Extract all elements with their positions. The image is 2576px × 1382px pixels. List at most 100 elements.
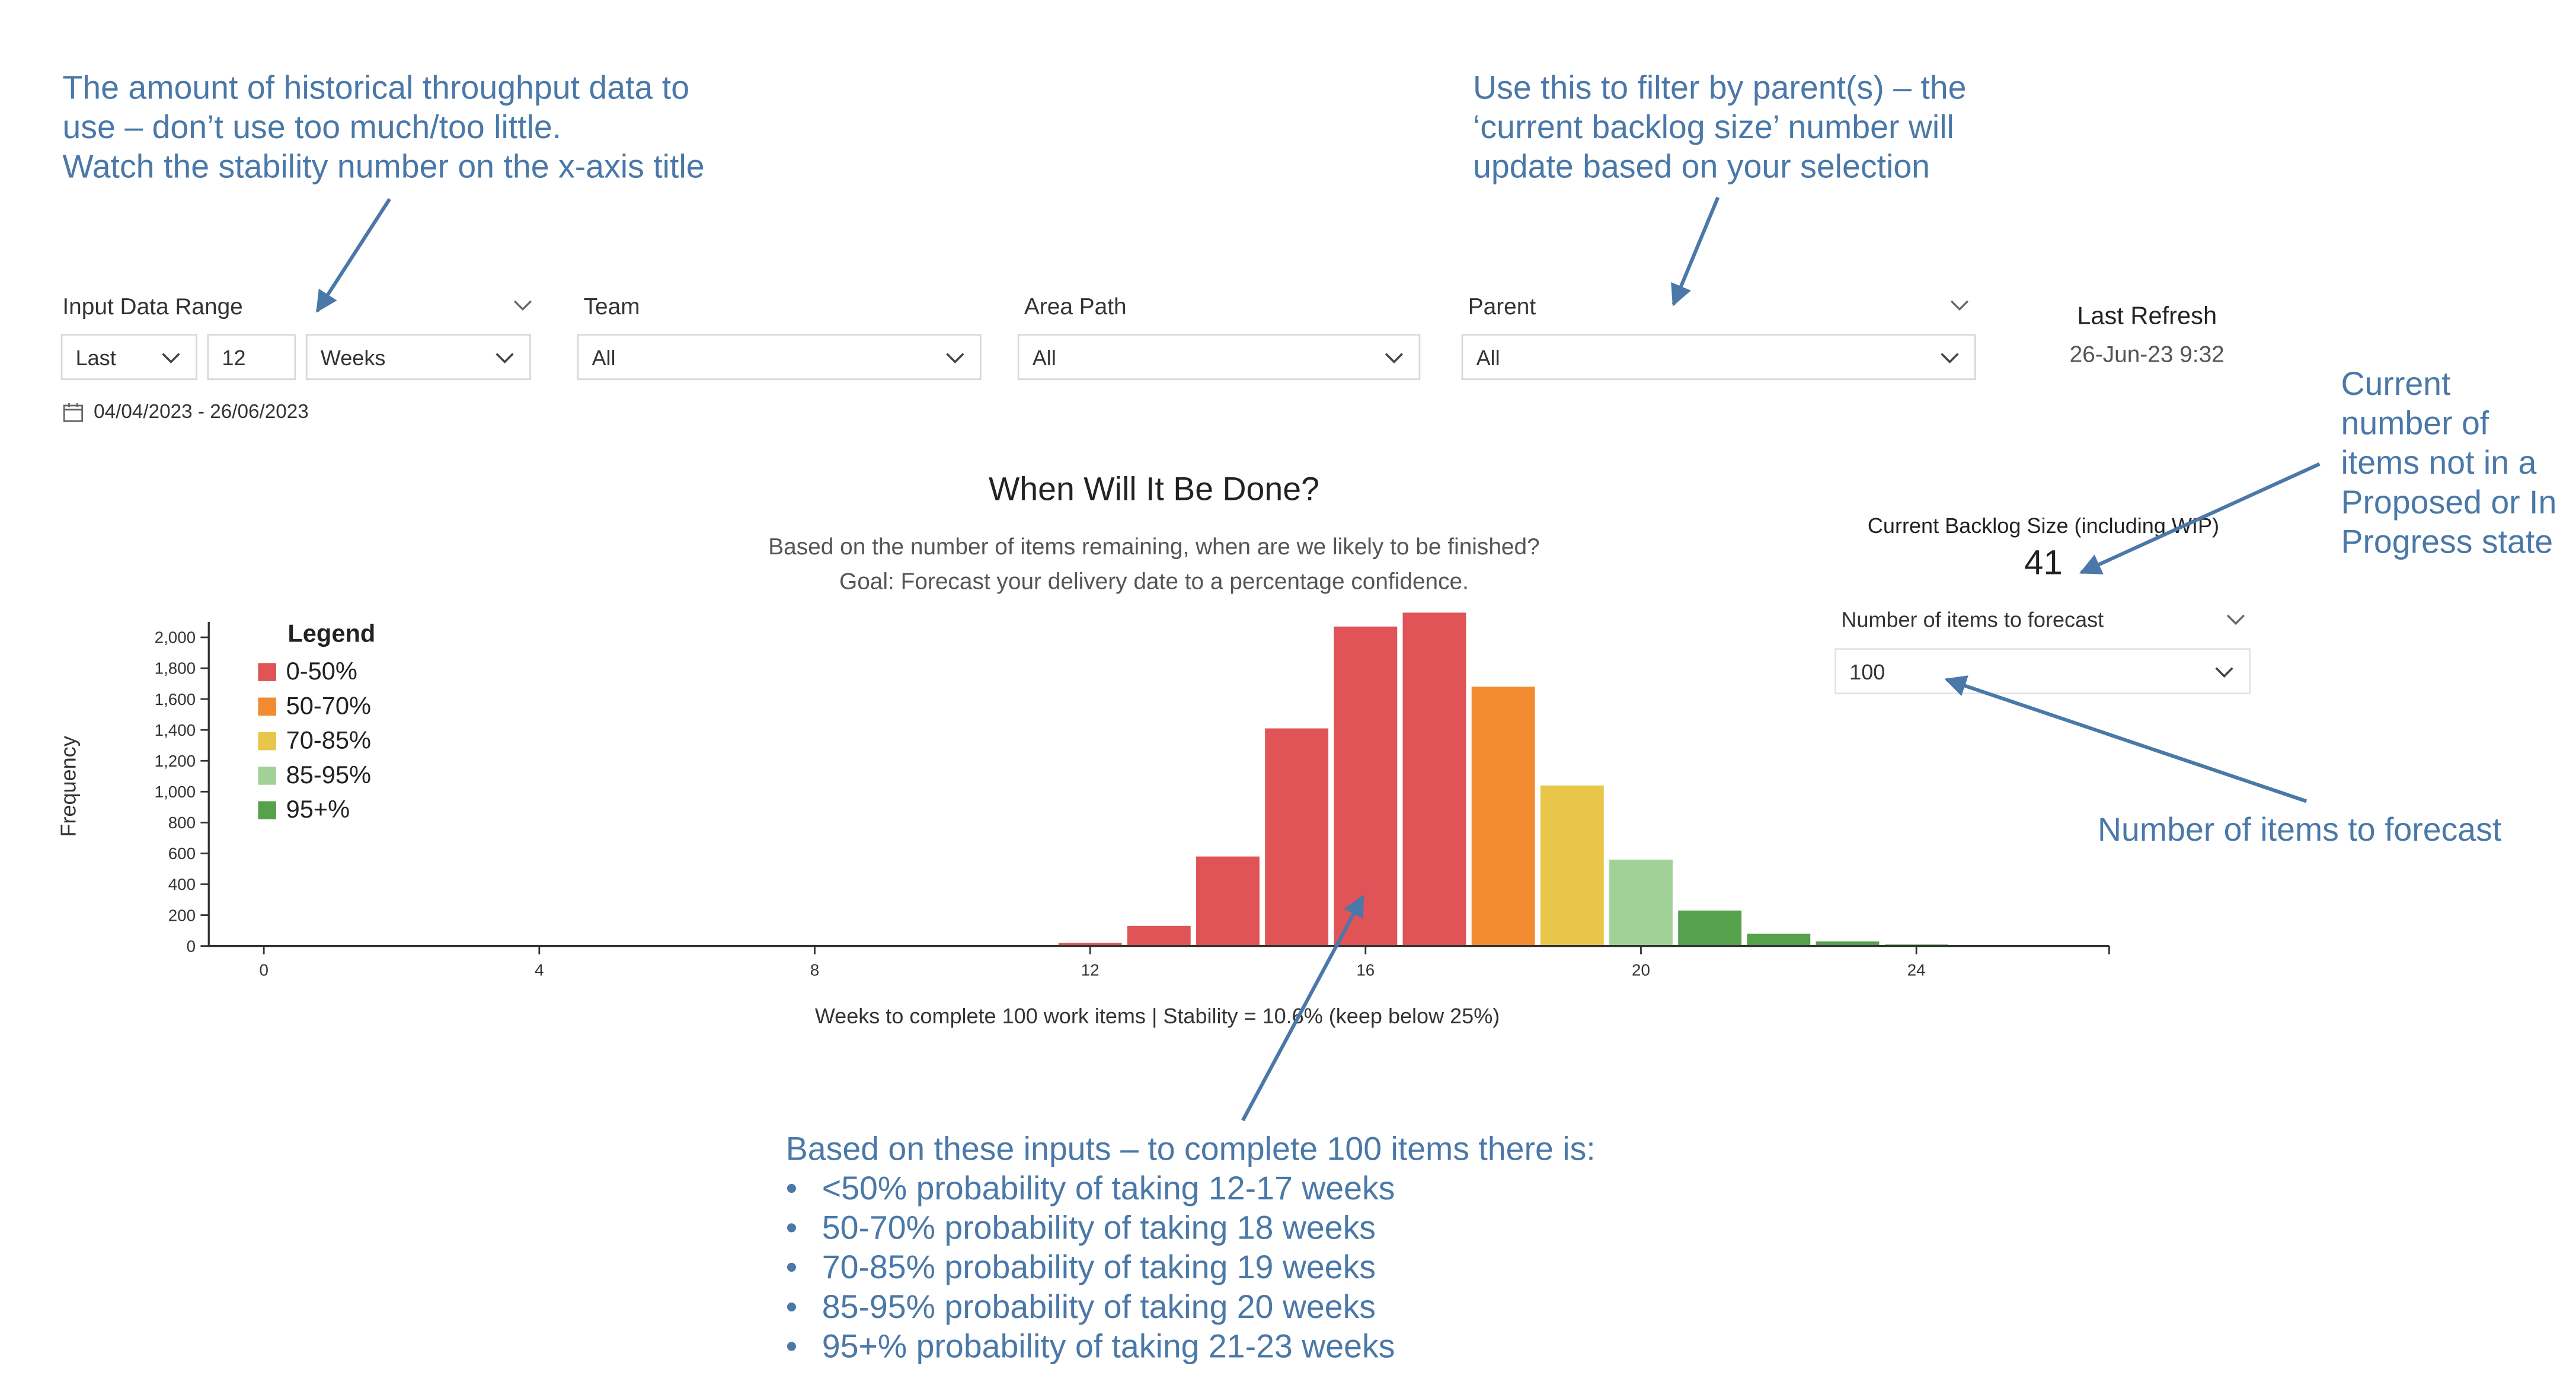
x-tick-label: 24	[1907, 961, 1926, 979]
y-tick-label: 1,400	[155, 721, 196, 739]
histogram-bar[interactable]	[1334, 626, 1398, 946]
histogram-bar[interactable]	[1540, 785, 1604, 946]
x-tick-label: 8	[810, 961, 819, 979]
y-axis-label: Frequency	[56, 736, 81, 837]
histogram-bar[interactable]	[1678, 910, 1742, 946]
y-tick-label: 600	[168, 844, 196, 863]
range-mode-select[interactable]: Last	[60, 334, 197, 381]
histogram-bar[interactable]	[1196, 856, 1260, 946]
range-amount-value: 12	[222, 344, 246, 369]
summary-item: 50-70% probability of taking 18 weeks	[786, 1209, 1596, 1249]
last-refresh-label: Last Refresh	[2077, 302, 2217, 331]
x-tick-label: 20	[1632, 961, 1650, 979]
legend-swatch	[258, 663, 276, 681]
x-axis-label: Weeks to complete 100 work items | Stabi…	[815, 1004, 1500, 1028]
chevron-down-icon	[162, 353, 180, 364]
legend-item[interactable]: 70-85%	[258, 724, 375, 758]
summary-item: 95+% probability of taking 21-23 weeks	[786, 1327, 1596, 1367]
input-data-range-label: Input Data Range	[62, 292, 243, 320]
legend-swatch	[258, 697, 276, 716]
range-unit-select[interactable]: Weeks	[305, 334, 531, 381]
chevron-down-icon[interactable]	[1948, 293, 1971, 316]
histogram-bar[interactable]	[1609, 859, 1673, 946]
backlog-annotation: Current number of items not in a Propose…	[2341, 365, 2556, 563]
histogram-bar[interactable]	[1471, 687, 1535, 946]
backlog-annotation-line: Proposed or In	[2341, 485, 2557, 522]
parent-select[interactable]: All	[1461, 334, 1976, 381]
histogram-bar[interactable]	[1058, 943, 1122, 946]
backlog-annotation-line: Progress state	[2341, 525, 2553, 561]
range-amount-input[interactable]: 12	[207, 334, 296, 381]
summary-annotation: Based on these inputs – to complete 100 …	[786, 1130, 1596, 1367]
legend-label: 85-95%	[286, 761, 371, 790]
legend-item[interactable]: 0-50%	[258, 655, 375, 689]
histogram-bar[interactable]	[1747, 933, 1811, 946]
parent-annotation-line: Use this to filter by parent(s) – the	[1473, 71, 1967, 107]
chart-subtitle-line: Goal: Forecast your delivery date to a p…	[839, 567, 1469, 594]
forecast-value: 100	[1849, 659, 1885, 684]
chart-subtitle: Based on the number of items remaining, …	[661, 530, 1647, 599]
legend-swatch	[258, 767, 276, 785]
backlog-annotation-line: Current	[2341, 366, 2451, 403]
parent-annotation-line: update based on your selection	[1473, 149, 1931, 186]
legend-label: 0-50%	[286, 658, 357, 687]
y-tick-label: 2,000	[155, 628, 196, 647]
chevron-down-icon[interactable]	[2225, 607, 2248, 630]
backlog-annotation-line: number of	[2341, 406, 2489, 443]
chart-legend: Legend 0-50% 50-70% 70-85% 85-95% 95+%	[258, 620, 375, 828]
legend-item[interactable]: 95+%	[258, 793, 375, 828]
x-tick-label: 12	[1081, 961, 1100, 979]
y-tick-label: 1,800	[155, 659, 196, 678]
chart-title: When Will It Be Done?	[988, 472, 1319, 509]
range-annotation-line: use – don’t use too much/too little.	[62, 110, 562, 146]
forecast-annotation: Number of items to forecast	[2097, 812, 2502, 849]
range-annotation-line: Watch the stability number on the x-axis…	[62, 149, 705, 186]
histogram-bar[interactable]	[1816, 941, 1880, 946]
legend-label: 50-70%	[286, 692, 371, 721]
legend-swatch	[258, 801, 276, 819]
chevron-down-icon	[2215, 667, 2233, 678]
backlog-annotation-line: items not in a	[2341, 446, 2537, 483]
team-value: All	[592, 344, 616, 369]
chevron-down-icon[interactable]	[512, 293, 535, 316]
histogram-bar[interactable]	[1127, 925, 1191, 946]
chevron-down-icon	[1941, 353, 1959, 364]
calendar-icon	[63, 402, 84, 422]
histogram-bar[interactable]	[1402, 612, 1466, 946]
legend-item[interactable]: 50-70%	[258, 690, 375, 724]
summary-title: Based on these inputs – to complete 100 …	[785, 1132, 1596, 1169]
parent-annotation-line: ‘current backlog size’ number will	[1473, 110, 1954, 146]
legend-label: 95+%	[286, 796, 350, 825]
y-tick-label: 800	[168, 813, 196, 832]
area-path-select[interactable]: All	[1017, 334, 1421, 381]
last-refresh: Last Refresh 26-Jun-23 9:32	[2032, 303, 2262, 367]
summary-item: 70-85% probability of taking 19 weeks	[786, 1249, 1596, 1288]
y-tick-label: 1,200	[155, 752, 196, 770]
parent-label: Parent	[1468, 292, 1536, 320]
summary-item: <50% probability of taking 12-17 weeks	[786, 1170, 1596, 1209]
range-annotation: The amount of historical throughput data…	[62, 69, 704, 188]
forecast-label: Number of items to forecast	[1841, 607, 2104, 632]
chevron-down-icon	[496, 353, 514, 364]
x-tick-label: 16	[1356, 961, 1375, 979]
backlog-value: 41	[2024, 544, 2063, 583]
range-unit-value: Weeks	[320, 344, 386, 369]
y-tick-label: 400	[168, 875, 196, 893]
legend-label: 70-85%	[286, 727, 371, 755]
chart-subtitle-line: Based on the number of items remaining, …	[768, 533, 1540, 560]
x-tick-label: 4	[535, 961, 544, 979]
y-tick-label: 200	[168, 906, 196, 924]
area-path-value: All	[1032, 344, 1056, 369]
chevron-down-icon	[1385, 353, 1404, 364]
team-select[interactable]: All	[577, 334, 982, 381]
legend-item[interactable]: 85-95%	[258, 758, 375, 793]
legend-swatch	[258, 732, 276, 751]
legend-title: Legend	[287, 620, 376, 649]
last-refresh-value: 26-Jun-23 9:32	[2069, 340, 2225, 367]
team-label: Team	[583, 292, 640, 320]
y-tick-label: 1,600	[155, 690, 196, 708]
histogram-bar[interactable]	[1265, 728, 1329, 946]
range-mode-value: Last	[75, 344, 116, 369]
